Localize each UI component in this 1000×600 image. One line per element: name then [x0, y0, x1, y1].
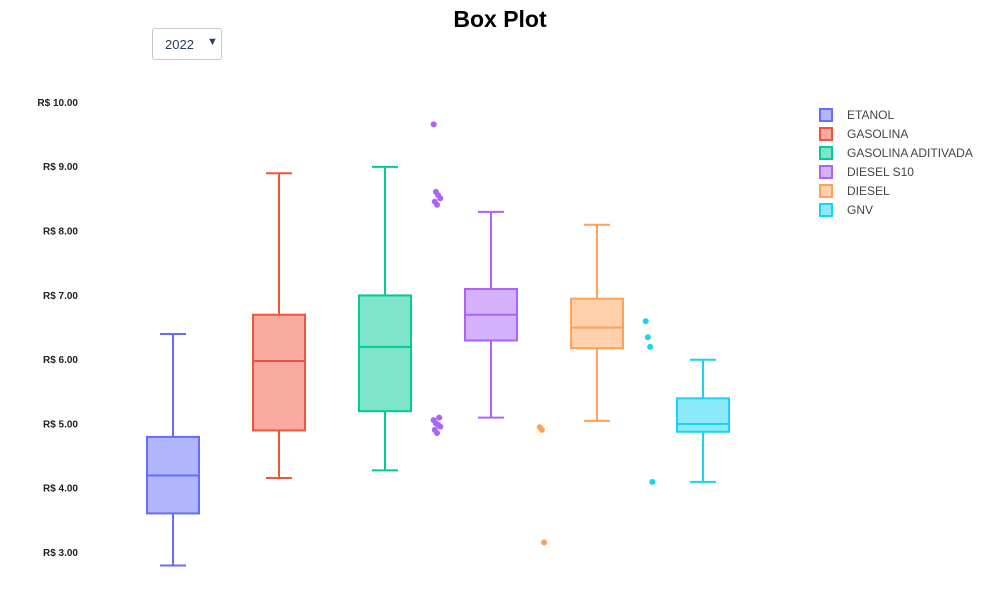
legend-label: DIESEL S10 [847, 165, 914, 179]
triangle-down-icon: ▼ [207, 36, 218, 48]
year-dropdown-value: 2022 [165, 37, 194, 52]
outlier-point [436, 414, 443, 421]
iqr-box [570, 297, 624, 350]
y-tick-label: R$ 6.00 [43, 355, 78, 366]
outlier-point [642, 318, 649, 325]
legend: ETANOL GASOLINA GASOLINA ADITIVADA DIESEL S… [819, 108, 973, 217]
outlier-point [430, 121, 437, 128]
box-gnv [642, 318, 730, 485]
legend-item-diesel-s10: DIESEL S10 [819, 165, 914, 179]
legend-swatch [819, 146, 833, 160]
iqr-box [676, 397, 730, 433]
iqr-box [358, 294, 412, 413]
outlier-point [434, 201, 440, 208]
outlier-point [647, 343, 654, 350]
box-etanol [146, 333, 200, 567]
legend-swatch [819, 184, 833, 198]
outlier-point [437, 423, 444, 430]
box-gasolina-aditivada [358, 165, 412, 472]
legend-swatch [819, 127, 833, 141]
chart-title: Box Plot [453, 6, 547, 32]
y-tick-label: R$ 10.00 [37, 98, 78, 109]
y-tick-label: R$ 8.00 [43, 227, 78, 238]
legend-label: ETANOL [847, 108, 894, 122]
outlier-point [541, 539, 548, 546]
legend-swatch [819, 165, 833, 179]
y-tick-label: R$ 9.00 [43, 162, 78, 173]
y-axis: R$ 3.00 R$ 4.00 R$ 5.00 R$ 6.00 R$ 7.00 R$ 8.… [37, 98, 78, 559]
box-series [146, 121, 730, 567]
legend-item-etanol: ETANOL [819, 108, 894, 122]
year-dropdown[interactable]: 2022 ▼ [152, 28, 222, 60]
legend-item-gasolina-aditivada: GASOLINA ADITIVADA [819, 146, 973, 160]
iqr-box [252, 313, 306, 432]
legend-label: GASOLINA ADITIVADA [847, 146, 973, 160]
outlier-point [434, 430, 440, 437]
box-diesel [536, 223, 624, 546]
legend-item-diesel: DIESEL [819, 184, 890, 198]
legend-item-gnv: GNV [819, 203, 873, 217]
outlier-point [644, 334, 651, 341]
outlier-point [649, 478, 656, 485]
outlier-point [538, 426, 545, 433]
y-tick-label: R$ 7.00 [43, 291, 78, 302]
legend-label: GNV [847, 203, 873, 217]
outlier-point [437, 195, 444, 202]
y-tick-label: R$ 5.00 [43, 419, 78, 430]
box-gasolina [252, 172, 306, 480]
box-diesel-s10 [430, 121, 518, 437]
legend-swatch [819, 203, 833, 217]
y-tick-label: R$ 3.00 [43, 548, 78, 559]
legend-label: DIESEL [847, 184, 890, 198]
legend-item-gasolina: GASOLINA [819, 127, 908, 141]
legend-swatch [819, 108, 833, 122]
legend-label: GASOLINA [847, 127, 908, 141]
y-tick-label: R$ 4.00 [43, 484, 78, 495]
